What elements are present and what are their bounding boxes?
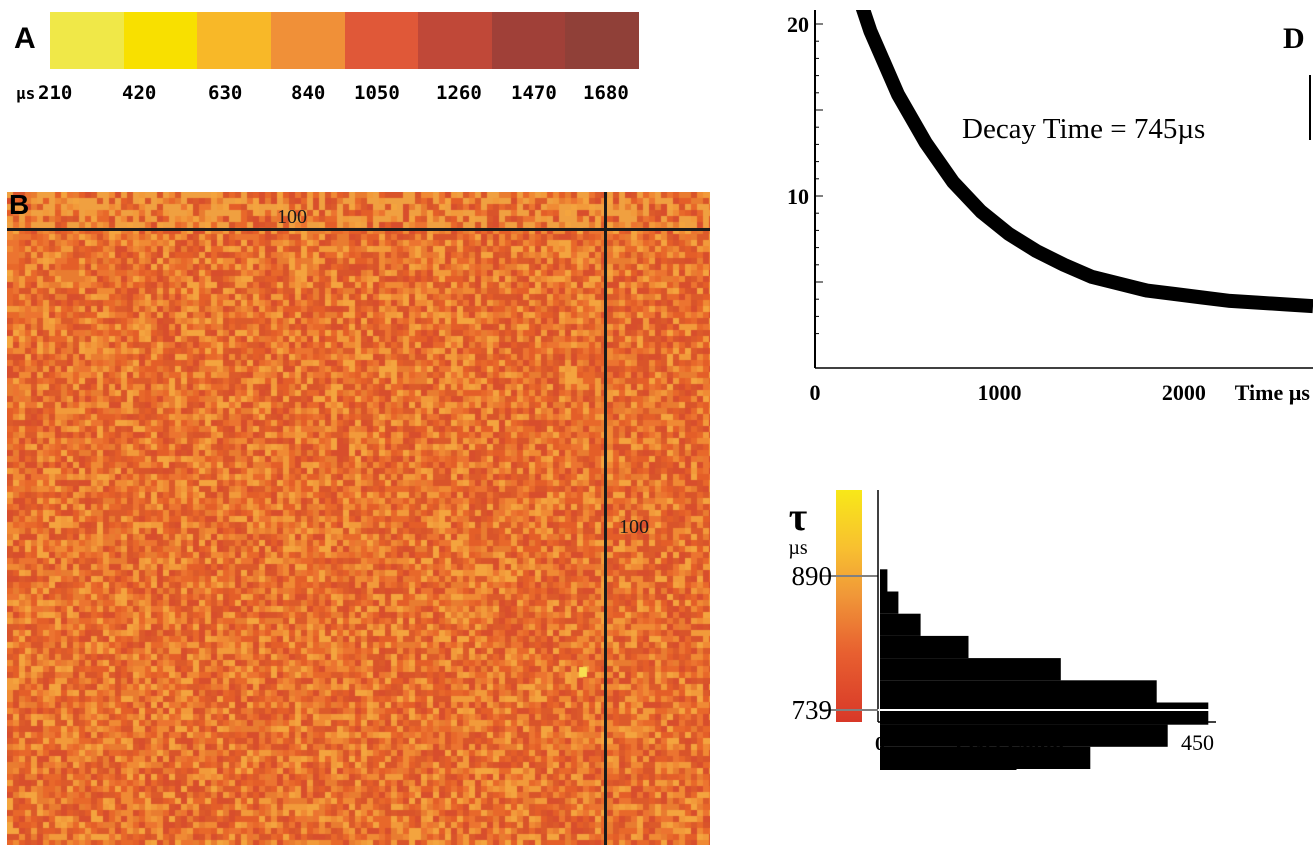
color-scale-tick-label: 840 <box>291 82 326 104</box>
tau-unit: µs <box>788 537 808 559</box>
vertical-line-label: 100 <box>619 516 649 538</box>
hist-x-axis-label: Pixel Count <box>955 730 1066 755</box>
color-scale-tick-label: 210 <box>38 82 73 104</box>
lifetime-histogram: τµs8907395600450Pixel Count <box>788 490 1216 770</box>
horizontal-line-label: 100 <box>277 206 307 228</box>
histogram-bar <box>880 680 1157 703</box>
lifetime-color-scale <box>50 12 639 69</box>
histogram-bar <box>880 724 1168 747</box>
color-swatch <box>344 12 419 69</box>
panel-label-a: A <box>14 22 36 55</box>
decay-time-annotation: Decay Time = 745µs <box>962 113 1205 145</box>
histogram-bar <box>880 769 1017 770</box>
horizontal-profile-line <box>7 228 710 231</box>
color-scale-tick-label: 420 <box>122 82 157 104</box>
color-swatch <box>491 12 566 69</box>
color-scale-tick-label: 1050 <box>354 82 400 104</box>
color-scale-tick-label: 1680 <box>583 82 629 104</box>
color-scale-tick-label: 1470 <box>511 82 557 104</box>
histogram-bar <box>880 635 969 659</box>
color-scale-tick-label: 1260 <box>436 82 482 104</box>
color-swatch <box>565 12 639 69</box>
color-swatch <box>197 12 271 69</box>
color-scale-labels: µs 210 420 630 840 1050 1260 1470 1680 <box>16 82 656 108</box>
hist-y-tick-label: 890 <box>792 561 833 591</box>
histogram-bar <box>880 569 888 592</box>
hist-y-tick-label: 739 <box>792 695 833 725</box>
color-swatch <box>270 12 345 69</box>
tau-color-strip <box>836 490 862 722</box>
vertical-profile-line <box>604 192 607 845</box>
histogram-bar <box>880 591 899 614</box>
color-scale-tick-label: 630 <box>208 82 243 104</box>
x-tick-label: 1000 <box>977 380 1021 405</box>
lifetime-map-image <box>7 192 710 845</box>
color-swatch <box>123 12 198 69</box>
panel-label-d: D <box>1283 22 1305 55</box>
color-scale-unit: µs <box>16 84 36 103</box>
lifetime-map: 100 100 B <box>7 192 710 845</box>
decay-curve-line <box>855 10 1313 314</box>
y-tick-label: 10 <box>787 184 809 209</box>
histogram-bar <box>880 746 1091 769</box>
x-axis-label: Time µs <box>1235 380 1311 405</box>
color-swatch <box>50 12 124 69</box>
hist-x-tick-label: 450 <box>1181 730 1214 755</box>
histogram-bar <box>880 658 1061 681</box>
x-tick-label: 0 <box>810 380 821 405</box>
histogram-bar <box>880 613 921 636</box>
panel-label-b: B <box>9 192 30 220</box>
color-swatch <box>418 12 492 69</box>
tau-symbol: τ <box>789 494 807 539</box>
x-tick-label: 2000 <box>1162 380 1206 405</box>
histogram-bar <box>880 702 1209 725</box>
y-tick-label: 20 <box>787 12 809 37</box>
decay-curve-chart: 10 20 0 1000 2000 Time µs Decay Time = 745µs D <box>787 10 1313 405</box>
hist-x-tick-label: 0 <box>875 733 885 755</box>
